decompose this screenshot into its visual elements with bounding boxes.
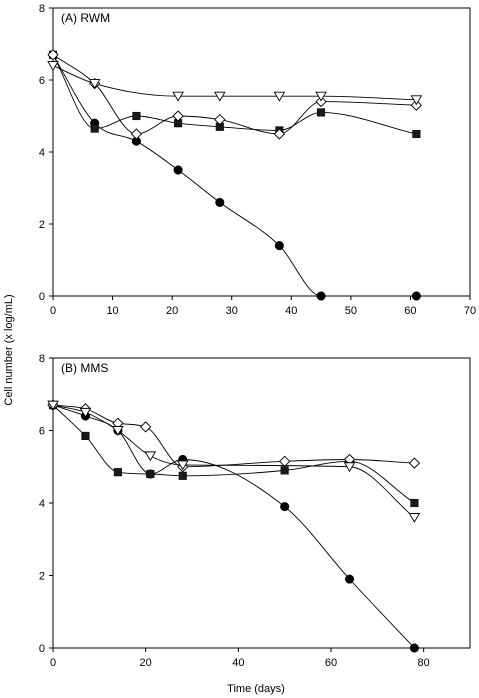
panel-a-square-point bbox=[90, 124, 99, 133]
panel-a-plot-frame bbox=[52, 7, 471, 297]
panel-b-triangle-series-line bbox=[52, 404, 415, 518]
panel-a-circle-series-line bbox=[52, 54, 417, 297]
panel-b-circle-point bbox=[409, 643, 419, 653]
panel-b-x-tick-label: 40 bbox=[232, 657, 244, 669]
panel-a-circle-point bbox=[274, 241, 284, 251]
panel-b-circle-point bbox=[280, 502, 290, 512]
panel-a-triangle-point bbox=[88, 79, 101, 89]
panel-a-diamond-point bbox=[130, 128, 143, 140]
panel-a-triangle-point bbox=[315, 91, 327, 102]
panel-a-y-tick-label: 2 bbox=[39, 219, 45, 231]
panel-a-diamond-point bbox=[172, 110, 184, 122]
panel-a-x-tick-label: 20 bbox=[166, 305, 178, 317]
panel-b-y-tick-label: 0 bbox=[39, 643, 45, 655]
panel-b-circle-series-line bbox=[52, 404, 415, 649]
panel-b-diamond-point bbox=[408, 457, 421, 469]
x-axis-title: Time (days) bbox=[227, 683, 285, 695]
y-axis-title: Cell number (x log/mL) bbox=[3, 294, 15, 405]
panel-a-triangle-point bbox=[214, 91, 226, 102]
panel-a-triangle-point bbox=[410, 95, 423, 106]
panel-b-diamond-point bbox=[140, 421, 152, 433]
panel-b-circle-point bbox=[344, 574, 355, 584]
panel-b-diamond-point bbox=[279, 455, 291, 467]
panel-a-x-tick-label: 10 bbox=[106, 305, 118, 317]
panel-b-x-tick-label: 0 bbox=[50, 657, 56, 669]
panel-b-triangle-point bbox=[47, 400, 59, 411]
panel-a-x-tick-label: 70 bbox=[464, 305, 476, 317]
panel-a-x-tick-label: 40 bbox=[285, 305, 297, 317]
panel-b-triangle-point bbox=[408, 513, 421, 523]
panel-a-y-tick-label: 6 bbox=[39, 75, 45, 87]
panel-b-plot-frame bbox=[52, 357, 471, 649]
panel-a-triangle-point bbox=[47, 61, 59, 71]
panel-b-y-tick-label: 2 bbox=[39, 571, 45, 583]
panel-a-diamond-point bbox=[410, 99, 423, 111]
panel-b-square-point bbox=[410, 498, 419, 508]
panel-a-square-point bbox=[132, 111, 141, 121]
panel-b-x-tick-label: 80 bbox=[418, 657, 430, 669]
panel-a-circle-point bbox=[173, 165, 183, 175]
panel-a-circle-point bbox=[215, 197, 225, 207]
panel-b-x-tick-label: 20 bbox=[140, 657, 152, 669]
panel-a-x-tick-label: 50 bbox=[345, 305, 357, 317]
panel-a-square-series-line bbox=[52, 54, 417, 135]
panel-a-triangle-point bbox=[273, 91, 286, 102]
panel-a-square-point bbox=[412, 129, 421, 139]
panel-b-square-point bbox=[113, 468, 122, 477]
panel-b-triangle-point bbox=[144, 451, 157, 462]
panel-a-diamond-point bbox=[47, 49, 59, 61]
panel-b-triangle-point bbox=[343, 462, 356, 473]
panel-a-square-point bbox=[317, 108, 326, 117]
panel-a-circle-point bbox=[411, 291, 421, 301]
panel-a-rwm: 0 2 4 6 8 0 10 20 30 40 50 60 70 (A) RWM bbox=[39, 3, 476, 317]
panel-a-triangle-series-line bbox=[52, 65, 417, 101]
panel-b-title: (B) MMS bbox=[61, 361, 108, 375]
panel-b-y-tick-label: 8 bbox=[39, 353, 45, 365]
panel-b-square-point bbox=[146, 469, 155, 479]
panel-b-y-tick-label: 4 bbox=[39, 498, 45, 510]
panel-b-diamond-series-line bbox=[52, 404, 415, 468]
panel-b-y-tick-label: 6 bbox=[39, 426, 45, 438]
panel-a-x-tick-label: 0 bbox=[50, 305, 56, 317]
panel-b-x-tick-label: 60 bbox=[325, 657, 337, 669]
panel-a-x-tick-label: 60 bbox=[404, 305, 416, 317]
panel-a-diamond-point bbox=[273, 128, 286, 140]
panel-b-square-point bbox=[178, 471, 187, 480]
panel-b-triangle-point bbox=[79, 407, 92, 418]
panel-a-y-tick-label: 8 bbox=[39, 3, 45, 15]
panel-b-triangle-point bbox=[112, 426, 124, 436]
panel-a-diamond-series-line bbox=[52, 54, 417, 135]
panel-b-square-point bbox=[280, 466, 289, 475]
panel-a-title: (A) RWM bbox=[61, 11, 110, 25]
panel-a-triangle-point bbox=[172, 91, 184, 102]
panel-a-x-tick-label: 30 bbox=[226, 305, 238, 317]
panel-b-square-point bbox=[81, 431, 90, 440]
panel-b-triangle-point bbox=[176, 460, 189, 471]
panel-a-diamond-point bbox=[214, 113, 226, 126]
panel-a-diamond-point bbox=[315, 95, 327, 108]
panel-a-y-tick-label: 4 bbox=[39, 147, 45, 159]
panel-a-circle-point bbox=[316, 291, 326, 301]
panel-a-y-tick-label: 0 bbox=[39, 291, 45, 303]
